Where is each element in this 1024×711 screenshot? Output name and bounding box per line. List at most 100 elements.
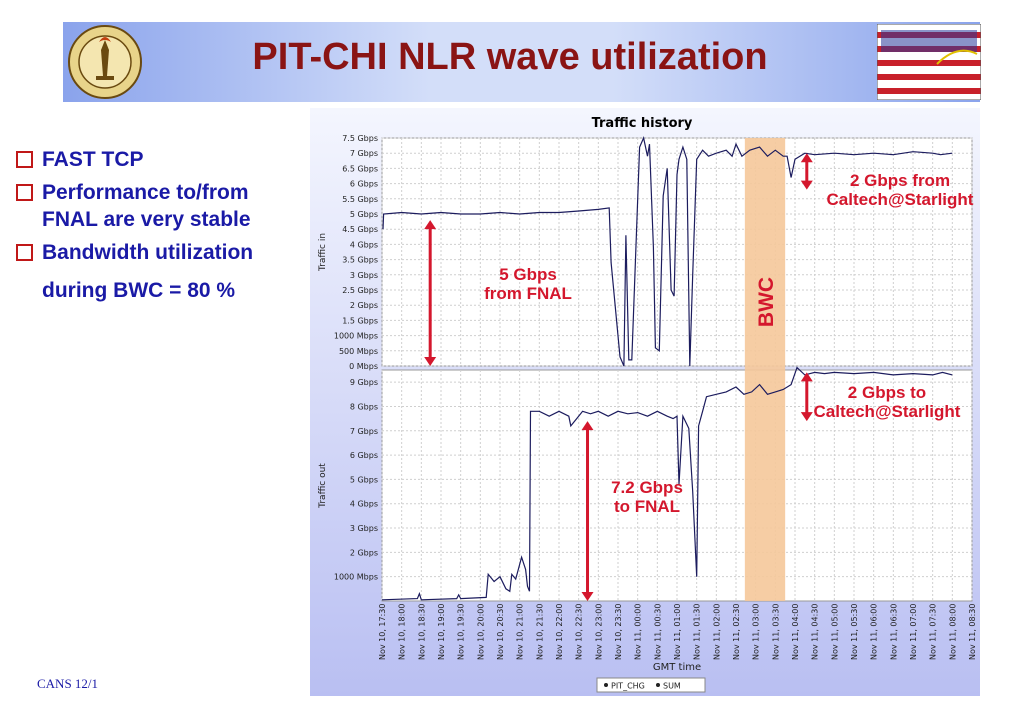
bwc-band	[744, 138, 786, 601]
x-tick-label: Nov 11, 06:30	[889, 604, 898, 660]
y-tick-label: 7.5 Gbps	[342, 134, 378, 143]
x-tick-label: Nov 10, 22:00	[555, 604, 564, 660]
annotation-text: 2 Gbps from	[850, 171, 950, 190]
annotation-arrow-head-bottom	[581, 592, 594, 601]
slide-footer: CANS 12/1	[37, 676, 99, 691]
traffic-history-chart: Traffic history 0 Mbps 500 Mbps 1000 Mbps 1.…	[310, 108, 980, 696]
y-tick-label: 2.5 Gbps	[342, 286, 378, 295]
x-tick-label: Nov 10, 18:30	[417, 604, 426, 660]
y-tick-label: 500 Mbps	[339, 347, 378, 356]
annotation-text: 7.2 Gbps	[611, 478, 683, 497]
bullet-item: Bandwidth utilization during BWC = 80 %	[12, 239, 312, 310]
annotation-text: Caltech@Starlight	[827, 190, 974, 209]
x-tick-label: Nov 10, 23:30	[614, 604, 623, 660]
bullet-item: FAST TCP	[12, 146, 312, 173]
annotation-arrow-head-top	[424, 220, 437, 230]
y-tick-label: 3 Gbps	[350, 524, 378, 533]
bwc-band-label: BWC	[755, 277, 778, 327]
y-tick-label: 5 Gbps	[350, 475, 378, 484]
bullet-line: FAST TCP	[42, 148, 144, 171]
legend-box	[596, 677, 706, 693]
x-tick-label: Nov 11, 01:00	[673, 604, 682, 660]
y-tick-label: 6.5 Gbps	[342, 164, 378, 173]
x-tick-label: Nov 11, 02:30	[732, 604, 741, 660]
bullet-line: Performance to/from	[42, 181, 249, 204]
x-tick-label: Nov 10, 19:30	[457, 604, 466, 660]
x-tick-label: Nov 10, 18:00	[398, 604, 407, 660]
annotation-arrow-head-top	[800, 153, 813, 163]
y-tick-label: 1.5 Gbps	[342, 316, 378, 325]
x-tick-label: Nov 11, 02:00	[712, 604, 721, 660]
annotation-text: to FNAL	[614, 497, 680, 516]
checkbox-bullet-icon	[16, 184, 33, 201]
x-tick-label: Nov 11, 07:30	[929, 604, 938, 660]
us-cms-flag-icon	[877, 24, 981, 100]
bullet-text: FAST TCP	[42, 146, 312, 173]
y-tick-label: 5 Gbps	[350, 210, 378, 219]
x-tick-label: Nov 10, 23:00	[594, 604, 603, 660]
x-tick-label: Nov 11, 07:00	[909, 604, 918, 660]
slide-title: PIT-CHI NLR wave utilization	[252, 36, 768, 78]
x-tick-label: Nov 11, 01:30	[693, 604, 702, 660]
caltech-seal-icon	[68, 25, 142, 99]
bullet-text: Performance to/from FNAL are very stable	[42, 179, 312, 233]
series-line	[381, 366, 953, 601]
y-tick-label: 3.5 Gbps	[342, 256, 378, 265]
x-tick-label: Nov 10, 21:00	[516, 604, 525, 660]
y-tick-label: 0 Mbps	[349, 362, 378, 371]
y-axis-label: Traffic out	[318, 463, 328, 509]
x-tick-label: Nov 10, 20:30	[496, 604, 505, 660]
x-tick-label: Nov 11, 06:00	[870, 604, 879, 660]
bullet-text: Bandwidth utilization during BWC = 80 %	[42, 234, 312, 310]
legend-entry: PIT_CHG	[611, 682, 645, 691]
bullet-line: Bandwidth utilization	[42, 241, 254, 264]
annotation-text: from FNAL	[484, 284, 572, 303]
x-tick-label: Nov 11, 04:30	[811, 604, 820, 660]
annotation-arrow-head-bottom	[800, 412, 813, 422]
x-tick-label: Nov 10, 21:30	[535, 604, 544, 660]
checkbox-bullet-icon	[16, 151, 33, 168]
bullet-line: during BWC = 80 %	[42, 279, 236, 302]
chart-title: Traffic history	[592, 116, 693, 131]
legend-entry: SUM	[663, 682, 681, 691]
x-tick-label: Nov 11, 08:00	[948, 604, 957, 660]
y-tick-label: 2 Gbps	[350, 301, 378, 310]
annotation-arrow-head-bottom	[800, 180, 813, 190]
bullet-line: FNAL are very stable	[42, 208, 251, 231]
x-tick-label: Nov 11, 03:30	[771, 604, 780, 660]
x-tick-label: Nov 11, 05:30	[850, 604, 859, 660]
annotation-arrow-head-bottom	[424, 357, 437, 366]
y-tick-label: 1000 Mbps	[334, 332, 378, 341]
x-tick-label: Nov 11, 08:30	[968, 604, 977, 660]
x-tick-label: Nov 10, 22:30	[575, 604, 584, 660]
bullet-list: FAST TCP Performance to/from FNAL are ver…	[12, 146, 312, 316]
series-line	[382, 136, 953, 367]
annotation-arrow-head-top	[800, 372, 813, 382]
y-tick-label: 5.5 Gbps	[342, 195, 378, 204]
y-tick-label: 7 Gbps	[350, 427, 378, 436]
x-tick-label: Nov 10, 20:00	[476, 604, 485, 660]
checkbox-bullet-icon	[16, 244, 33, 261]
x-tick-label: Nov 11, 04:00	[791, 604, 800, 660]
annotation-text: 5 Gbps	[499, 265, 557, 284]
y-tick-label: 3 Gbps	[350, 271, 378, 280]
bwc-band-group	[744, 138, 786, 601]
x-tick-label: Nov 11, 05:00	[830, 604, 839, 660]
y-tick-label: 1000 Mbps	[334, 573, 378, 582]
y-tick-label: 8 Gbps	[350, 402, 378, 411]
annotation-arrow-head-top	[581, 421, 594, 431]
y-tick-label: 4 Gbps	[350, 240, 378, 249]
y-tick-label: 6 Gbps	[350, 451, 378, 460]
y-tick-label: 9 Gbps	[350, 378, 378, 387]
annotation-text: Caltech@Starlight	[814, 402, 961, 421]
y-tick-label: 6 Gbps	[350, 180, 378, 189]
bullet-item: Performance to/from FNAL are very stable	[12, 179, 312, 233]
x-tick-label: Nov 11, 03:00	[752, 604, 761, 660]
y-axis-label: Traffic in	[318, 233, 328, 272]
x-tick-label: Nov 11, 00:00	[634, 604, 643, 660]
y-tick-label: 4 Gbps	[350, 500, 378, 509]
x-tick-label: Nov 11, 00:30	[653, 604, 662, 660]
x-tick-label: Nov 10, 19:00	[437, 604, 446, 660]
y-tick-label: 7 Gbps	[350, 149, 378, 158]
legend-marker	[604, 683, 608, 687]
